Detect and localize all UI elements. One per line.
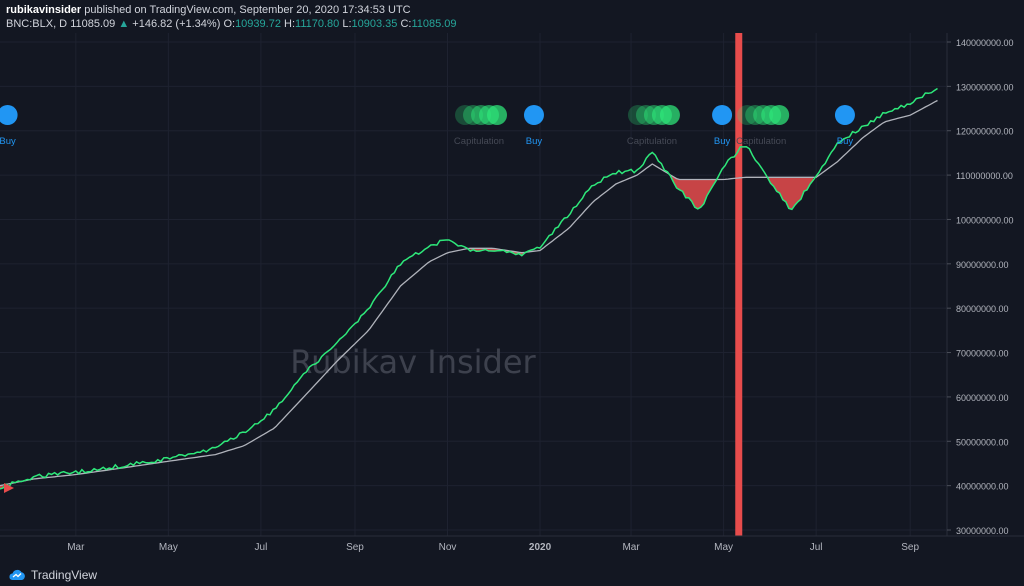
watermark-text: Rubikav Insider (290, 343, 536, 381)
y-tick-label: 130000000.00 (956, 82, 1014, 92)
buy-label: Buy (526, 136, 543, 147)
buy-marker (523, 105, 544, 125)
buy-label: Buy (837, 136, 854, 147)
x-tick-label: Mar (622, 542, 640, 553)
time-axis: Mar May Jul Sep Nov 2020 Mar May Jul Sep (67, 542, 919, 553)
tradingview-cloud-icon (9, 569, 25, 580)
y-tick-label: 90000000.00 (956, 260, 1009, 270)
x-tick-label: Sep (901, 542, 919, 553)
highlight-band (735, 33, 743, 536)
series-lines (0, 87, 938, 493)
close-value: 11085.09 (411, 18, 457, 30)
drawdown-fills (0, 175, 814, 489)
open-label: O: (223, 18, 236, 30)
x-tick-label: May (159, 542, 178, 553)
capitulation-label: Capitulation (736, 136, 786, 147)
x-tick-label: May (714, 542, 733, 553)
series-line-green (0, 87, 938, 490)
x-tick-label: Jul (810, 542, 823, 553)
y-tick-label: 110000000.00 (956, 171, 1013, 181)
x-tick-label: 2020 (529, 542, 552, 553)
chart-grid (0, 33, 947, 536)
buy-label: Buy (0, 136, 16, 147)
y-tick-label: 100000000.00 (956, 215, 1014, 225)
last-price: 11085.09 (70, 18, 116, 30)
up-arrow-icon: ▲ (118, 18, 130, 30)
series-line-gray (0, 99, 938, 487)
low-value: 10903.35 (351, 18, 398, 30)
published-line: published on TradingView.com, September … (84, 4, 411, 16)
publisher-name[interactable]: rubikavinsider (6, 4, 82, 16)
x-tick-label: Sep (346, 542, 364, 553)
price-change: +146.82 (+1.34%) (132, 18, 221, 30)
low-label: L: (342, 18, 352, 30)
buy-marker (0, 105, 18, 125)
x-tick-label: Nov (439, 542, 457, 553)
y-tick-label: 60000000.00 (956, 393, 1009, 403)
capitulation-marker (455, 105, 476, 125)
y-tick-label: 40000000.00 (956, 482, 1009, 492)
capitulation-marker (745, 105, 766, 125)
drawdown-area (767, 177, 814, 210)
start-marker (4, 483, 14, 493)
chart-header: rubikavinsider published on TradingView.… (6, 3, 457, 31)
capitulation-marker (627, 105, 648, 125)
x-tick-label: Mar (67, 542, 85, 553)
y-tick-label: 140000000.00 (956, 38, 1014, 48)
highlight-bands (735, 33, 743, 536)
high-label: H: (284, 18, 296, 30)
buy-marker (834, 105, 855, 125)
capitulation-marker (487, 105, 508, 125)
close-label: C: (400, 18, 412, 30)
open-value: 10939.72 (235, 18, 281, 30)
y-tick-label: 50000000.00 (956, 437, 1009, 447)
y-tick-label: 30000000.00 (956, 526, 1009, 536)
footer-brand: TradingView (31, 568, 98, 582)
y-tick-label: 120000000.00 (956, 127, 1014, 137)
buy-marker (712, 105, 733, 125)
high-value: 11170.80 (295, 18, 340, 30)
buy-label: Buy (714, 136, 731, 147)
capitulation-marker (635, 105, 656, 125)
capitulation-marker (463, 105, 484, 125)
y-tick-label: 80000000.00 (956, 304, 1009, 314)
price-axis: 140000000.00 130000000.00 120000000.00 1100… (947, 38, 1014, 536)
capitulation-marker (769, 105, 790, 125)
capitulation-label: Capitulation (627, 136, 677, 147)
capitulation-label: Capitulation (454, 136, 504, 147)
ohlc-line: BNC:BLX, D 11085.09 ▲ +146.82 (+1.34%) O… (6, 17, 457, 31)
signal-markers: Buy Capitulation Buy Capitulation Buy Capitul… (0, 105, 855, 147)
tradingview-footer[interactable]: TradingView (8, 568, 97, 582)
capitulation-marker (737, 105, 758, 125)
y-tick-label: 70000000.00 (956, 349, 1009, 359)
x-tick-label: Jul (255, 542, 268, 553)
symbol-label[interactable]: BNC:BLX, D (6, 18, 68, 30)
capitulation-marker (659, 105, 680, 125)
